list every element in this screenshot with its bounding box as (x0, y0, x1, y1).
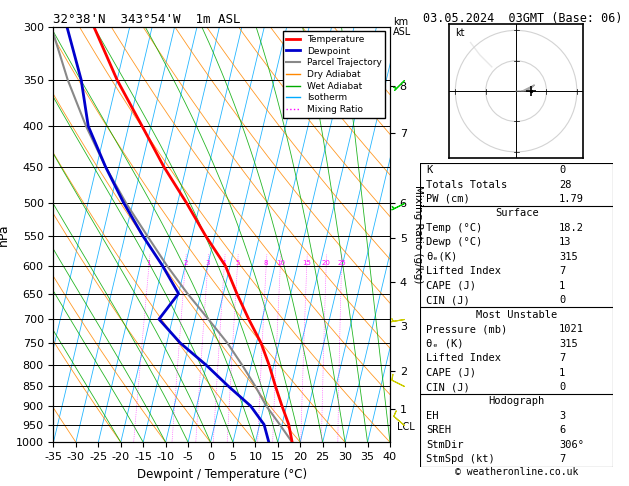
Text: Lifted Index: Lifted Index (426, 353, 501, 363)
Text: 306°: 306° (559, 440, 584, 450)
Legend: Temperature, Dewpoint, Parcel Trajectory, Dry Adiabat, Wet Adiabat, Isotherm, Mi: Temperature, Dewpoint, Parcel Trajectory… (282, 31, 386, 118)
Text: 4: 4 (222, 260, 226, 266)
Text: 1021: 1021 (559, 324, 584, 334)
Text: K: K (426, 165, 432, 175)
Text: StmSpd (kt): StmSpd (kt) (426, 454, 495, 464)
Text: 28: 28 (559, 179, 572, 190)
X-axis label: Dewpoint / Temperature (°C): Dewpoint / Temperature (°C) (136, 468, 307, 481)
Text: CAPE (J): CAPE (J) (426, 281, 476, 291)
Text: Surface: Surface (495, 208, 538, 218)
Text: 18.2: 18.2 (559, 223, 584, 233)
Text: 13: 13 (559, 237, 572, 247)
Text: 03.05.2024  03GMT (Base: 06): 03.05.2024 03GMT (Base: 06) (423, 12, 622, 25)
Text: 1.79: 1.79 (559, 194, 584, 204)
Text: 7: 7 (559, 454, 565, 464)
Text: 0: 0 (559, 382, 565, 392)
Text: EH: EH (426, 411, 438, 421)
Text: SREH: SREH (426, 425, 451, 435)
Text: PW (cm): PW (cm) (426, 194, 470, 204)
Text: CAPE (J): CAPE (J) (426, 367, 476, 378)
Text: 6: 6 (559, 425, 565, 435)
Text: Totals Totals: Totals Totals (426, 179, 507, 190)
Text: 1: 1 (147, 260, 151, 266)
Text: 25: 25 (337, 260, 346, 266)
Text: Hodograph: Hodograph (489, 397, 545, 406)
Text: Most Unstable: Most Unstable (476, 310, 557, 320)
Text: θₑ (K): θₑ (K) (426, 339, 464, 348)
Text: Dewp (°C): Dewp (°C) (426, 237, 482, 247)
Y-axis label: Mixing Ratio (g/kg): Mixing Ratio (g/kg) (413, 185, 423, 284)
Text: Lifted Index: Lifted Index (426, 266, 501, 277)
Text: 2: 2 (183, 260, 187, 266)
Text: 0: 0 (559, 165, 565, 175)
Text: 7: 7 (559, 266, 565, 277)
Text: θₑ(K): θₑ(K) (426, 252, 457, 262)
Text: 1: 1 (559, 367, 565, 378)
Text: 315: 315 (559, 252, 578, 262)
Text: 3: 3 (559, 411, 565, 421)
Text: 1: 1 (559, 281, 565, 291)
Text: 20: 20 (321, 260, 331, 266)
Text: kt: kt (455, 29, 465, 38)
Text: 5: 5 (235, 260, 240, 266)
Text: Pressure (mb): Pressure (mb) (426, 324, 507, 334)
Text: 0: 0 (559, 295, 565, 305)
Y-axis label: hPa: hPa (0, 223, 10, 246)
Text: © weatheronline.co.uk: © weatheronline.co.uk (455, 467, 579, 477)
Text: 3: 3 (206, 260, 210, 266)
Text: 32°38'N  343°54'W  1m ASL: 32°38'N 343°54'W 1m ASL (53, 13, 241, 26)
Text: 8: 8 (264, 260, 269, 266)
Text: 10: 10 (276, 260, 285, 266)
Text: StmDir: StmDir (426, 440, 464, 450)
Text: Temp (°C): Temp (°C) (426, 223, 482, 233)
Text: 7: 7 (559, 353, 565, 363)
Text: LCL: LCL (397, 422, 415, 433)
Text: km
ASL: km ASL (393, 17, 411, 37)
Text: CIN (J): CIN (J) (426, 382, 470, 392)
Text: 315: 315 (559, 339, 578, 348)
Text: 15: 15 (303, 260, 311, 266)
Text: CIN (J): CIN (J) (426, 295, 470, 305)
